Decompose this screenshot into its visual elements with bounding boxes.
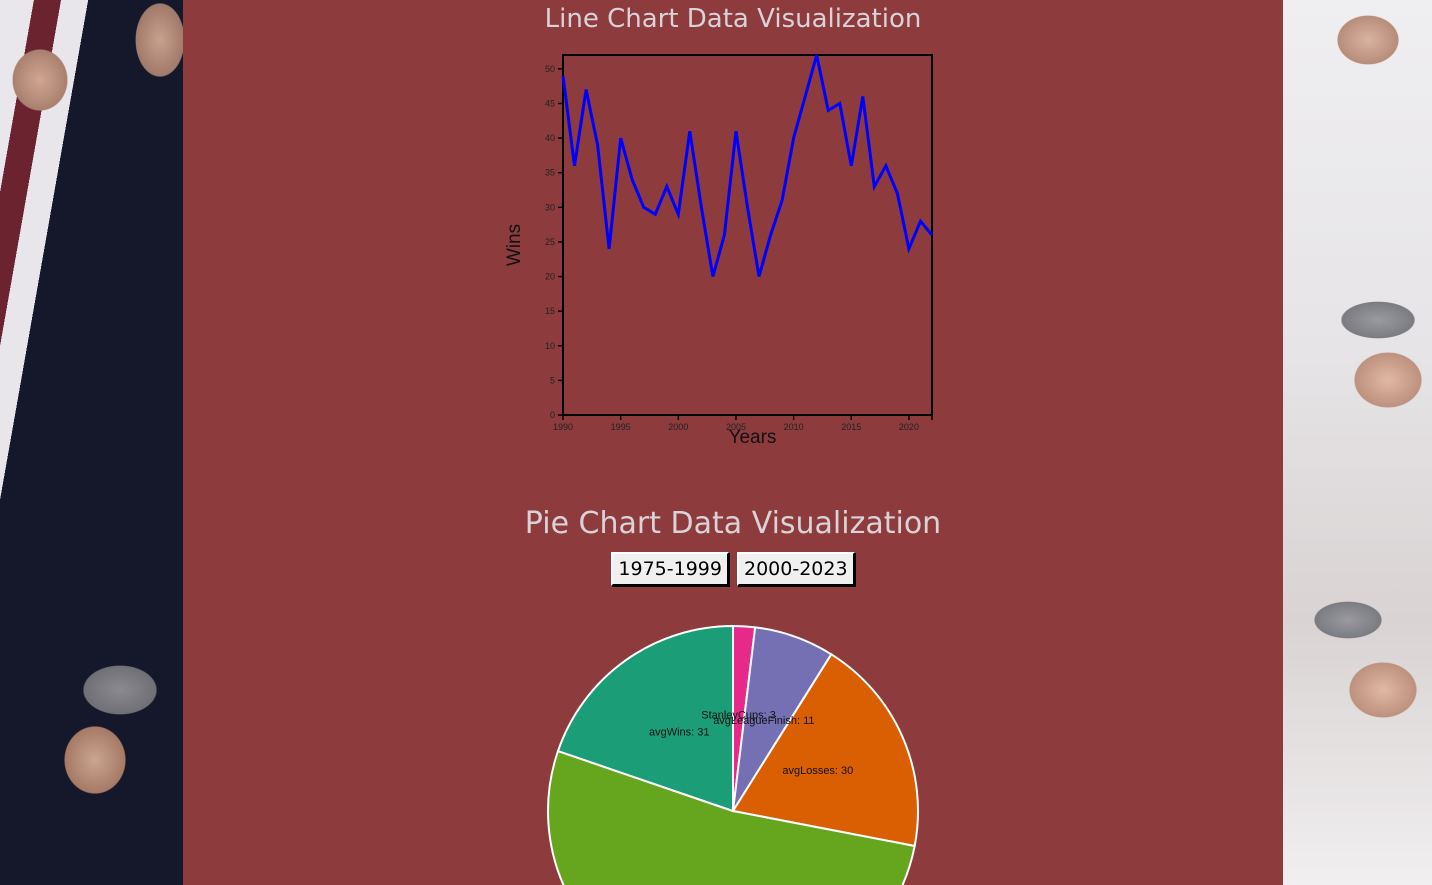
era-1975-1999-button[interactable]: 1975-1999 xyxy=(611,552,729,586)
x-axis-label: Years xyxy=(729,427,777,448)
x-tick-label: 2010 xyxy=(784,422,804,432)
era-2000-2023-button[interactable]: 2000-2023 xyxy=(737,552,855,586)
x-tick-label: 2005 xyxy=(726,422,746,432)
x-tick-label: 1990 xyxy=(553,422,573,432)
pie-slice-avgLosses xyxy=(731,652,919,848)
y-tick-label: 0 xyxy=(550,410,555,420)
y-tick-label: 25 xyxy=(545,237,555,247)
y-tick-label: 15 xyxy=(545,306,555,316)
line-chart-title: Line Chart Data Visualization xyxy=(544,4,922,34)
y-tick-label: 30 xyxy=(545,202,555,212)
y-axis-label: Wins xyxy=(504,224,525,266)
y-tick-label: 35 xyxy=(545,168,555,178)
y-tick-label: 45 xyxy=(545,98,555,108)
y-tick-label: 10 xyxy=(545,341,555,351)
pie-slice xyxy=(547,749,916,885)
main-content: Line Chart Data Visualization 0 5 10 15 20 25… xyxy=(183,0,1283,885)
pie-chart-title: Pie Chart Data Visualization xyxy=(524,506,942,541)
y-tick-label: 20 xyxy=(545,272,555,282)
y-tick-label: 50 xyxy=(545,64,555,74)
wins-line xyxy=(561,54,934,277)
x-tick-label: 2000 xyxy=(668,422,688,432)
line-chart: 0 5 10 15 20 25 30 35 40 45 50 1990 1995 2000 2005 2010… xyxy=(504,54,934,448)
pie-slice-label: avgLeagueFinish: 11 xyxy=(713,715,814,727)
pie-slice-label: StanleyCups: 3 xyxy=(701,710,776,722)
pie-slice-avgWins xyxy=(556,624,734,813)
plot-frame xyxy=(562,54,933,416)
x-tick-label: 1995 xyxy=(611,422,631,432)
y-tick-label: 5 xyxy=(550,375,555,385)
pie-slice-label: avgLosses: 30 xyxy=(782,765,853,777)
y-tick-label: 40 xyxy=(545,133,555,143)
x-tick-label: 2015 xyxy=(841,422,861,432)
pie-slice-label: avgWins: 31 xyxy=(649,727,710,739)
era-button-group: 1975-1999 2000-2023 xyxy=(183,552,1283,586)
background-photo-left xyxy=(0,0,183,885)
x-tick-label: 2020 xyxy=(899,422,919,432)
background-photo-right xyxy=(1283,0,1432,885)
